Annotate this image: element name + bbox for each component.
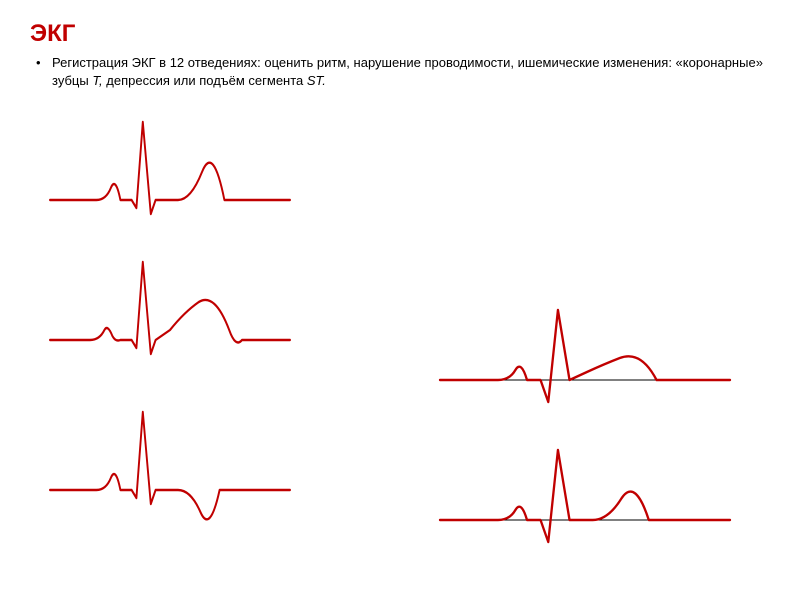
bullet-text: Регистрация ЭКГ в 12 отведениях: оценить… xyxy=(52,54,770,89)
ecg-trace xyxy=(50,122,290,214)
bullet-span: депрессия или подъём сегмента xyxy=(103,73,307,88)
ecg-3-t-inversion xyxy=(50,400,290,540)
ecg-4-q-wave-st-elev xyxy=(440,290,730,430)
ecg-trace xyxy=(50,412,290,519)
ecg-diagram-area xyxy=(0,110,800,600)
ecg-2-st-elevation xyxy=(50,250,290,390)
bullet-italic-span: T, xyxy=(92,73,102,88)
slide-title: ЭКГ xyxy=(30,20,770,48)
ecg-trace xyxy=(440,450,730,542)
ecg-1-normal-tall-t xyxy=(50,110,290,250)
slide: ЭКГ Регистрация ЭКГ в 12 отведениях: оце… xyxy=(0,0,800,600)
ecg-trace xyxy=(50,262,290,354)
ecg-trace xyxy=(440,310,730,402)
bullet-italic-span: ST. xyxy=(307,73,326,88)
ecg-5-q-wave-normal-t xyxy=(440,430,730,570)
